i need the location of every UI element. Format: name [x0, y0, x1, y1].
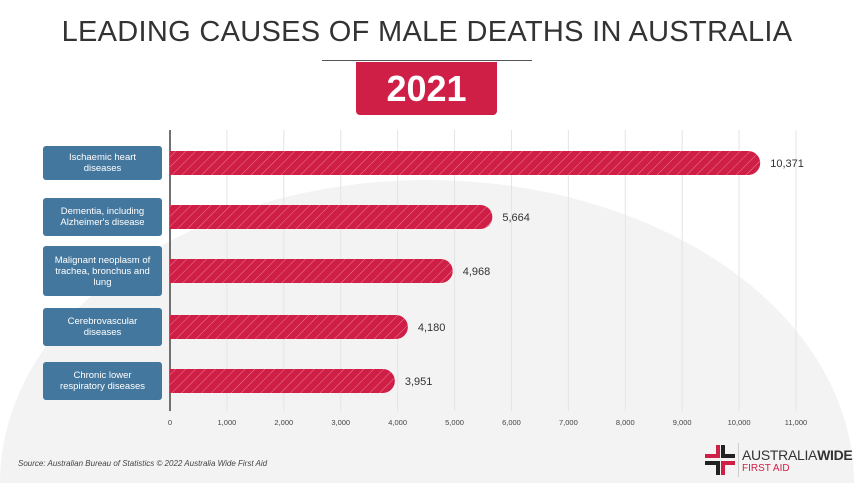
category-label: Chronic lower respiratory diseases	[43, 362, 162, 400]
data-label: 4,180	[418, 322, 446, 334]
x-tick-label: 7,000	[559, 418, 578, 427]
category-label-text: Dementia, including Alzheimer's disease	[60, 206, 145, 228]
logo-word1: AUSTRALIAWIDE	[742, 447, 853, 463]
title-divider	[322, 60, 532, 61]
source-note: Source: Australian Bureau of Statistics …	[18, 459, 268, 468]
australia-wide-first-aid-logo: AUSTRALIAWIDE FIRST AID	[705, 443, 853, 477]
x-tick-label: 0	[168, 418, 172, 427]
logo-word1-bold: WIDE	[817, 447, 853, 463]
logo-word1-light: AUSTRALIA	[742, 447, 818, 463]
category-label-text: Malignant neoplasm of trachea, bronchus …	[54, 254, 151, 288]
bar	[170, 315, 408, 339]
x-tick-label: 9,000	[673, 418, 692, 427]
cross-logo-icon	[705, 445, 735, 475]
logo-divider	[738, 443, 739, 477]
x-tick-label: 5,000	[445, 418, 464, 427]
data-label: 3,951	[405, 376, 433, 388]
x-tick-label: 3,000	[331, 418, 350, 427]
x-tick-label: 10,000	[728, 418, 751, 427]
x-tick-label: 6,000	[502, 418, 521, 427]
x-tick-label: 4,000	[388, 418, 407, 427]
category-label-text: Ischaemic heart diseases	[68, 152, 137, 174]
category-label-text: Cerebrovascular diseases	[67, 316, 138, 338]
bar	[170, 259, 453, 283]
bar	[170, 151, 761, 175]
x-tick-label: 2,000	[274, 418, 293, 427]
bar	[170, 205, 493, 229]
year-badge: 2021	[356, 62, 497, 115]
bar	[170, 369, 395, 393]
x-tick-label: 8,000	[616, 418, 635, 427]
data-label: 4,968	[463, 266, 491, 278]
category-label-text: Chronic lower respiratory diseases	[59, 370, 145, 392]
x-tick-label: 1,000	[218, 418, 237, 427]
chart-title: LEADING CAUSES OF MALE DEATHS IN AUSTRAL…	[61, 16, 793, 48]
category-label: Ischaemic heart diseases	[43, 146, 162, 180]
data-label: 10,371	[770, 158, 804, 170]
x-tick-label: 11,000	[785, 418, 807, 427]
category-label: Dementia, including Alzheimer's disease	[43, 198, 162, 236]
category-label: Cerebrovascular diseases	[43, 308, 162, 346]
category-label: Malignant neoplasm of trachea, bronchus …	[43, 246, 162, 296]
data-label: 5,664	[502, 212, 530, 224]
logo-word2: FIRST AID	[742, 463, 790, 474]
